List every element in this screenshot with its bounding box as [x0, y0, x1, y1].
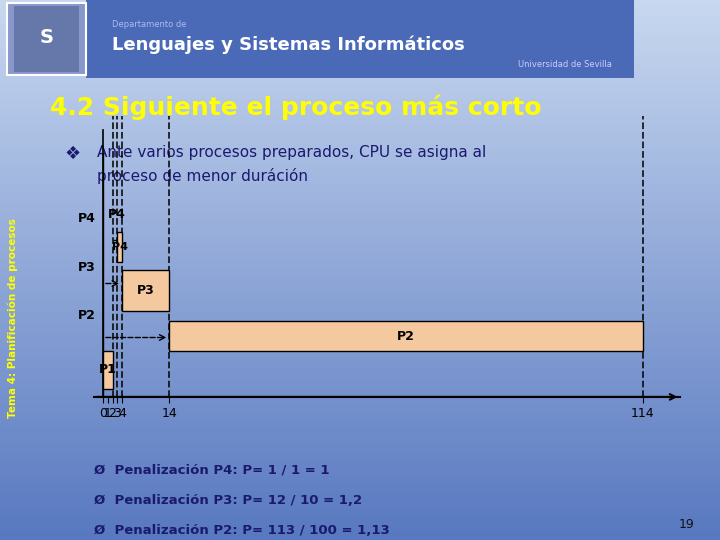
Bar	[169, 321, 642, 351]
Text: P4: P4	[112, 242, 127, 252]
Text: Departamento de: Departamento de	[112, 19, 186, 29]
Text: P4: P4	[78, 212, 96, 225]
Text: P2: P2	[78, 309, 96, 322]
Text: 4.2 Siguiente el proceso más corto: 4.2 Siguiente el proceso más corto	[50, 94, 542, 120]
Text: Ø  Penalización P3: P= 12 / 10 = 1,2: Ø Penalización P3: P= 12 / 10 = 1,2	[94, 494, 361, 507]
Text: 19: 19	[679, 518, 695, 531]
Text: Ø  Penalización P4: P= 1 / 1 = 1: Ø Penalización P4: P= 1 / 1 = 1	[94, 464, 329, 477]
Text: Ø  Penalización P2: P= 113 / 100 = 1,13: Ø Penalización P2: P= 113 / 100 = 1,13	[94, 524, 390, 537]
Text: proceso de menor duráción: proceso de menor duráción	[97, 168, 308, 184]
Bar	[86, 0, 634, 78]
Bar	[14, 6, 79, 72]
Text: P2: P2	[397, 329, 415, 343]
Bar	[122, 270, 169, 310]
Text: P3: P3	[78, 261, 96, 274]
Text: ❖: ❖	[65, 145, 81, 163]
Bar	[117, 232, 122, 262]
Bar	[7, 3, 86, 75]
Text: P3: P3	[137, 284, 155, 297]
Text: Universidad de Sevilla: Universidad de Sevilla	[518, 59, 612, 69]
Text: Ante varios procesos preparados, CPU se asigna al: Ante varios procesos preparados, CPU se …	[97, 145, 487, 160]
Text: P4: P4	[108, 208, 126, 221]
Text: Lenguajes y Sistemas Informáticos: Lenguajes y Sistemas Informáticos	[112, 35, 464, 54]
Text: Tema 4: Planificación de procesos: Tema 4: Planificación de procesos	[8, 219, 18, 418]
Text: S: S	[40, 28, 54, 47]
Bar	[103, 351, 112, 389]
Text: P1: P1	[99, 363, 117, 376]
